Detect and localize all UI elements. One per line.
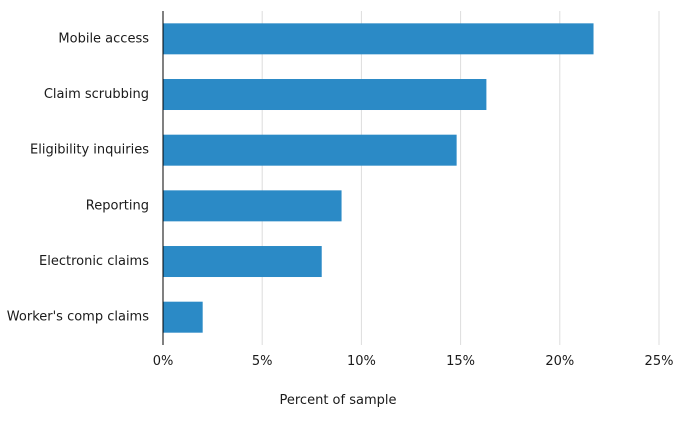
category-label: Claim scrubbing <box>44 87 149 102</box>
x-tick-label: 10% <box>347 354 376 369</box>
category-label: Eligibility inquiries <box>30 143 149 158</box>
category-label: Worker's comp claims <box>7 310 149 325</box>
x-tick-label: 25% <box>645 354 674 369</box>
bar <box>163 79 487 111</box>
gridlines <box>261 11 660 345</box>
bars <box>163 23 594 333</box>
category-labels: Mobile access Claim scrubbing Eligibility … <box>7 31 149 324</box>
x-tick-labels: 0% 5% 10% 15% 20% 25% <box>153 354 674 369</box>
category-label: Electronic claims <box>39 254 149 269</box>
x-tick-label: 15% <box>446 354 475 369</box>
x-tick-label: 0% <box>153 354 174 369</box>
bar <box>163 190 342 222</box>
x-axis-title: Percent of sample <box>280 393 397 408</box>
x-tick-label: 5% <box>252 354 273 369</box>
bar <box>163 23 594 55</box>
category-label: Mobile access <box>58 31 149 46</box>
x-tick-label: 20% <box>545 354 574 369</box>
bar <box>163 134 457 166</box>
bar <box>163 301 203 333</box>
bar <box>163 246 322 278</box>
category-label: Reporting <box>86 198 149 213</box>
